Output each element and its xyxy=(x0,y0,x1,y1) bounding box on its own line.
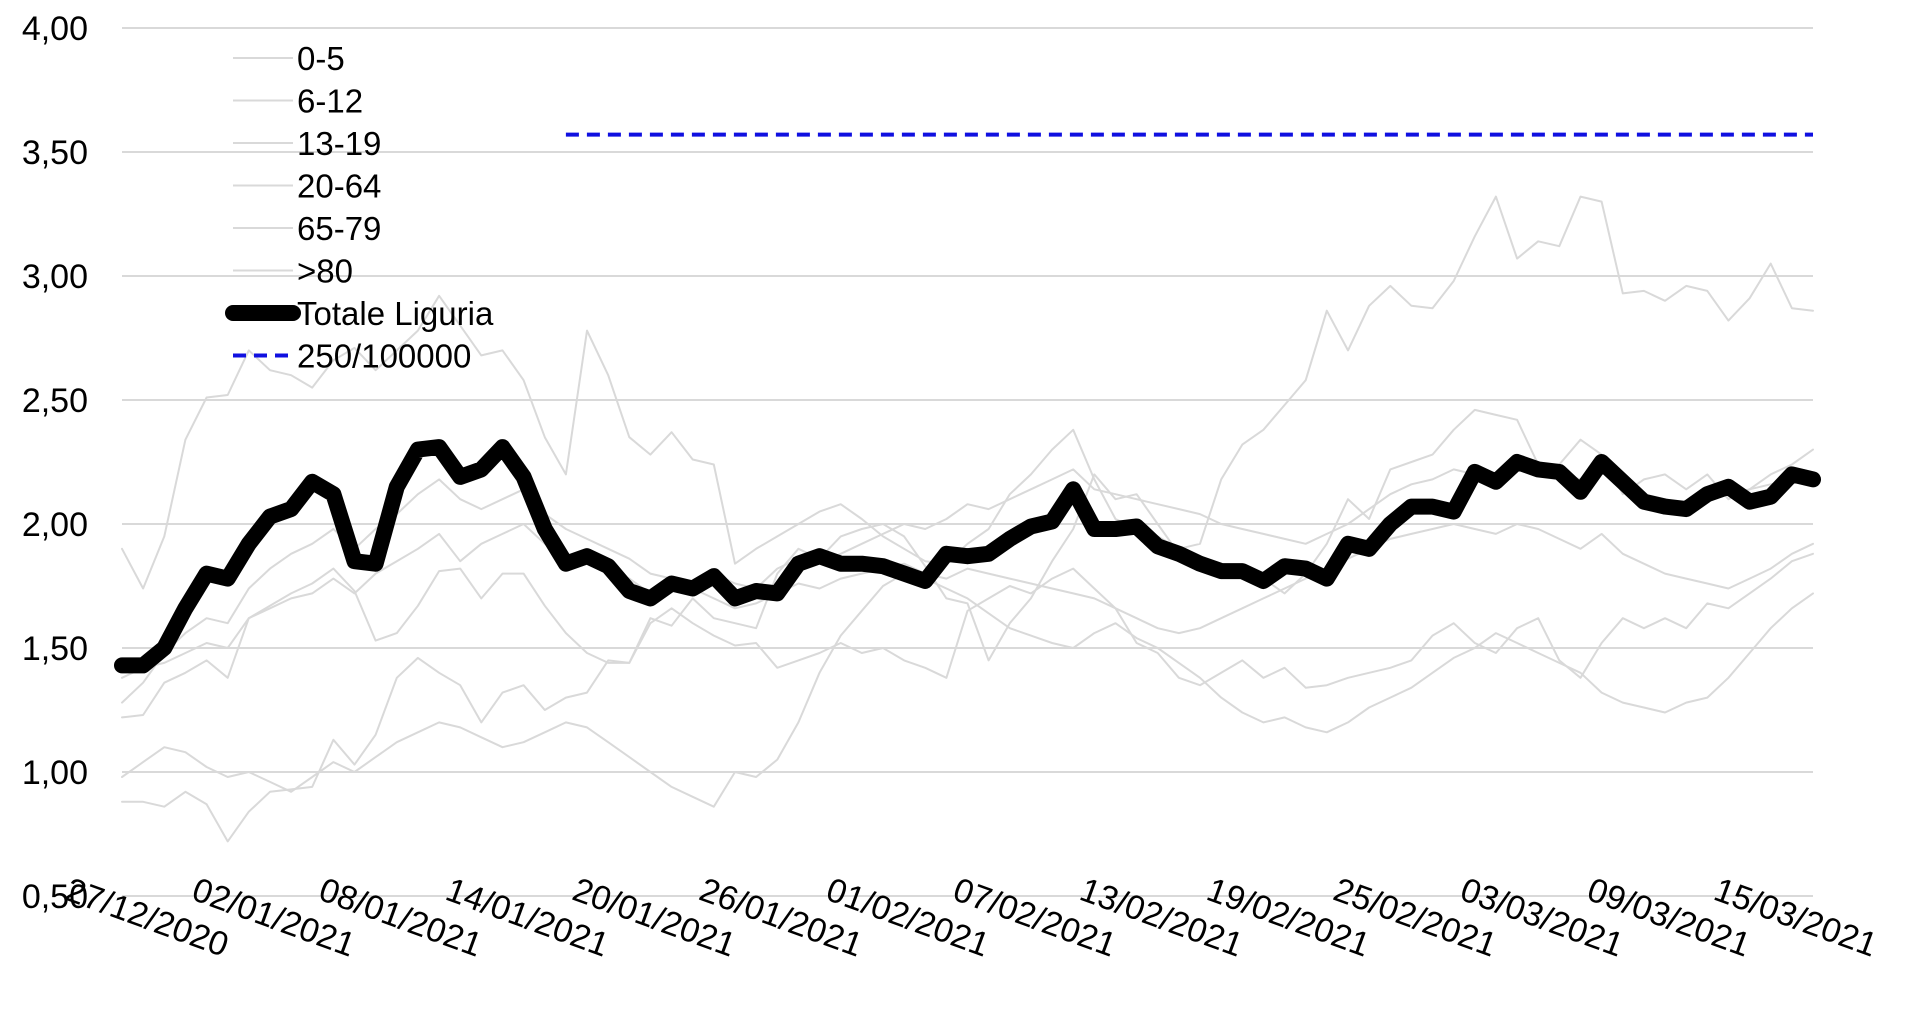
series-line-65-79 xyxy=(121,478,1814,704)
legend-label: 65-79 xyxy=(297,210,381,247)
legend-label: 0-5 xyxy=(297,40,345,77)
y-tick-label: 4,00 xyxy=(22,10,88,48)
legend-label: 20-64 xyxy=(297,168,381,205)
legend-label: >80 xyxy=(297,253,353,290)
gridlines xyxy=(122,27,1813,897)
series-line-80 xyxy=(121,572,1814,808)
y-tick-label: 3,50 xyxy=(22,134,88,172)
legend-label: 6-12 xyxy=(297,83,363,120)
series-line-0-5 xyxy=(121,552,1814,843)
legend-label: 250/100000 xyxy=(297,338,471,375)
legend-label: 13-19 xyxy=(297,125,381,162)
series-line-totale-liguria xyxy=(114,439,1821,674)
y-axis: 0,50 1,00 1,50 2,00 2,50 3,00 3,50 4,00 xyxy=(22,10,88,916)
y-tick-label: 1,00 xyxy=(22,754,88,792)
legend: 0-5 6-12 13-19 20-64 65-79 >80 Totale Liguria 2… xyxy=(225,40,494,375)
y-tick-label: 1,50 xyxy=(22,630,88,668)
series-line-13-19 xyxy=(121,195,1814,590)
y-tick-label: 0,50 xyxy=(22,878,88,916)
y-tick-label: 3,00 xyxy=(22,258,88,296)
y-tick-label: 2,00 xyxy=(22,506,88,544)
series-line-6-12 xyxy=(121,408,1814,719)
series-layer xyxy=(114,132,1821,843)
y-tick-label: 2,50 xyxy=(22,382,88,420)
x-axis: 27/12/202002/01/202108/01/202114/01/2021… xyxy=(60,871,1882,965)
legend-label: Totale Liguria xyxy=(297,295,494,332)
